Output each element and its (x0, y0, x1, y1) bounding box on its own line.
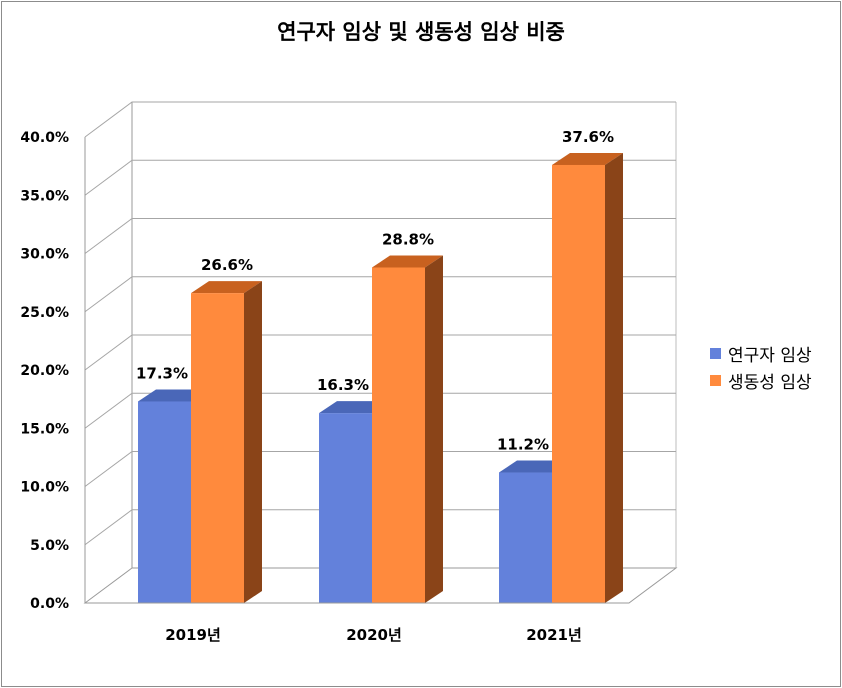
data-label: 26.6% (201, 256, 253, 274)
y-tick-label: 30.0% (20, 247, 69, 263)
bar (191, 293, 244, 603)
bar-side (244, 281, 262, 603)
legend-swatch-bioequivalence (710, 375, 721, 386)
legend: 연구자 임상 생동성 임상 (710, 340, 812, 394)
data-label: 28.8% (382, 230, 434, 248)
legend-item-researcher: 연구자 임상 (710, 340, 812, 367)
gridline (84, 276, 676, 313)
data-label: 17.3% (136, 364, 188, 382)
bar-side (605, 152, 623, 603)
data-label: 16.3% (317, 376, 369, 394)
bar (552, 164, 605, 603)
y-tick-label: 0.0% (30, 596, 69, 612)
y-tick-label: 10.0% (20, 480, 69, 496)
data-label: 11.2% (497, 436, 549, 454)
gridline (84, 218, 676, 254)
chart-title: 연구자 임상 및 생동성 임상 비중 (277, 20, 565, 44)
data-label: 37.6% (562, 128, 614, 146)
gridline (84, 334, 676, 371)
bar-side (425, 255, 443, 604)
bar (499, 472, 552, 603)
x-tick-label: 2020년 (346, 626, 402, 644)
bar-top (372, 255, 443, 268)
gridline (84, 101, 676, 138)
bar (319, 413, 372, 603)
bar (138, 401, 191, 603)
x-tick-label: 2021년 (526, 626, 582, 644)
legend-swatch-researcher (710, 348, 721, 359)
bar-top (191, 281, 262, 294)
y-tick-label: 5.0% (30, 538, 69, 554)
gridline (84, 392, 676, 429)
y-tick-label: 25.0% (20, 305, 69, 321)
y-tick-label: 15.0% (20, 421, 69, 437)
legend-label-bioequivalence: 생동성 임상 (728, 373, 812, 393)
y-tick-label: 35.0% (20, 188, 69, 204)
gridline (84, 509, 676, 546)
y-tick-label: 40.0% (20, 130, 69, 146)
x-tick-label: 2019년 (165, 626, 221, 644)
y-tick-label: 20.0% (20, 363, 69, 379)
legend-label-researcher: 연구자 임상 (728, 346, 812, 366)
gridline (84, 159, 676, 196)
bar-top (552, 152, 623, 165)
legend-item-bioequivalence: 생동성 임상 (710, 367, 812, 394)
bar (372, 267, 425, 603)
gridline (84, 451, 676, 487)
